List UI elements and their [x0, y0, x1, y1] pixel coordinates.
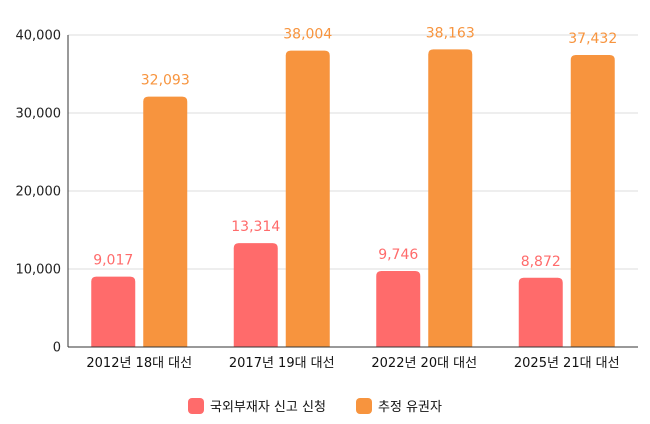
x-tick-label: 2012년 18대 대선	[86, 356, 192, 371]
data-label: 13,314	[231, 219, 280, 235]
x-axis: 2012년 18대 대선 2017년 19대 대선 2022년 20대 대선 2025…	[68, 346, 638, 371]
x-tick-label: 2025년 21대 대선	[514, 356, 620, 371]
data-label: 32,093	[141, 73, 190, 89]
data-labels: 9,017 32,093 13,314 38,004 9,746 38,163 8,872 3…	[93, 25, 617, 269]
bar	[428, 49, 473, 347]
bar	[570, 55, 615, 348]
data-label: 8,872	[521, 254, 561, 270]
bar	[91, 276, 136, 347]
bar	[376, 270, 421, 347]
x-tick-label: 2017년 19대 대선	[229, 356, 335, 371]
legend-swatch	[188, 398, 204, 414]
data-label: 9,746	[378, 247, 418, 263]
legend-label: 추정 유권자	[378, 400, 442, 415]
legend: 국외부재자 신고 신청 추정 유권자	[188, 398, 442, 415]
y-tick-label: 0	[53, 341, 61, 356]
data-label: 9,017	[93, 253, 133, 269]
data-label: 37,432	[568, 31, 617, 47]
bar	[143, 96, 188, 348]
y-tick-label: 40,000	[16, 29, 62, 44]
legend-swatch	[356, 398, 372, 414]
bar	[233, 243, 278, 347]
bars	[91, 49, 615, 348]
data-label: 38,004	[283, 27, 332, 43]
y-tick-label: 10,000	[16, 263, 62, 278]
bar	[518, 277, 563, 347]
y-tick-label: 20,000	[16, 185, 62, 200]
y-axis: 0 10,000 20,000 30,000 40,000	[16, 29, 69, 356]
bar	[285, 50, 330, 348]
y-tick-label: 30,000	[16, 107, 62, 122]
data-label: 38,163	[426, 25, 475, 41]
x-tick-label: 2022년 20대 대선	[371, 356, 477, 371]
legend-label: 국외부재자 신고 신청	[210, 400, 326, 415]
